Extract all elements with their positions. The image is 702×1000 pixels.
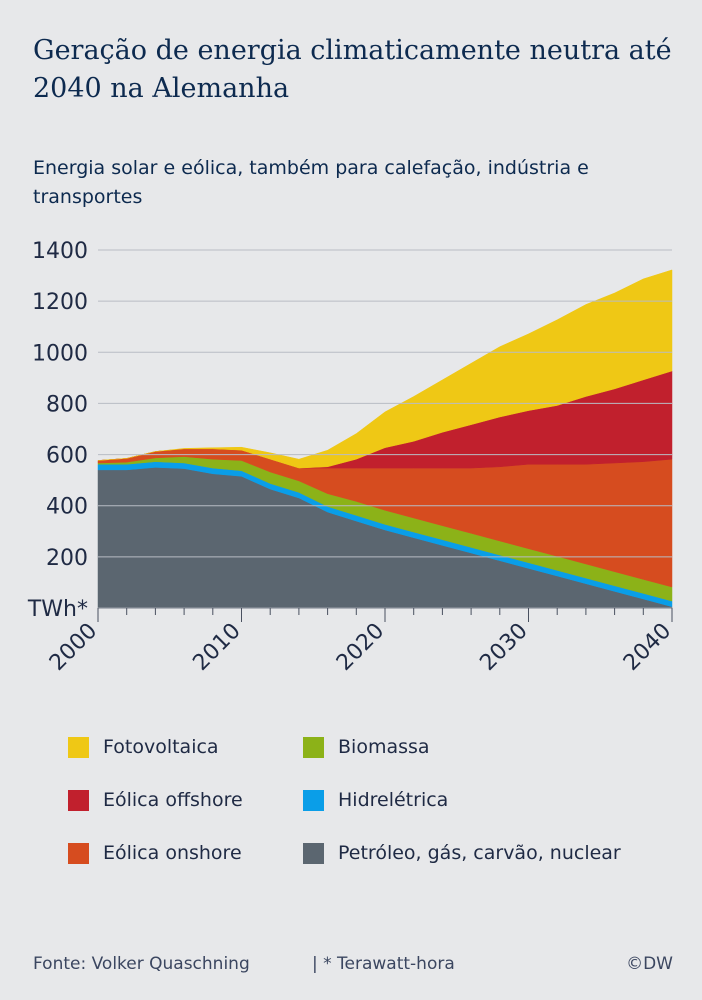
legend-item-fotovoltaica: Fotovoltaica	[68, 733, 219, 761]
legend-label-eolica-offshore: Eólica offshore	[103, 789, 243, 811]
x-tick-label: 2010	[188, 619, 245, 676]
legend-label-fossil-nuclear: Petróleo, gás, carvão, nuclear	[338, 842, 621, 864]
legend-swatch-eolica-offshore	[68, 789, 89, 811]
legend-item-biomassa: Biomassa	[303, 733, 430, 761]
y-axis-unit-label: TWh*	[27, 597, 88, 622]
x-tick-label: 2020	[332, 619, 389, 676]
legend-item-fossil-nuclear: Petróleo, gás, carvão, nuclear	[303, 839, 621, 867]
legend-swatch-hidreletrica	[303, 789, 324, 811]
gridlines	[98, 249, 672, 609]
y-tick-label: 600	[46, 444, 88, 469]
y-tick-label: 1400	[32, 239, 88, 264]
x-tick-label: 2030	[475, 619, 532, 676]
area-fotovoltaica	[97, 269, 673, 469]
legend-label-eolica-onshore: Eólica onshore	[103, 842, 242, 864]
legend-label-fotovoltaica: Fotovoltaica	[103, 736, 219, 758]
stacked-area-chart: 200 400 600 800 1000 1200 1400 TWh* 2000 2010 202…	[27, 239, 676, 676]
legend-swatch-eolica-onshore	[68, 842, 89, 864]
legend-label-hidreletrica: Hidrelétrica	[338, 789, 449, 811]
legend-item-eolica-offshore: Eólica offshore	[68, 786, 243, 814]
y-tick-label: 1000	[32, 341, 88, 366]
y-axis: 200 400 600 800 1000 1200 1400 TWh*	[27, 239, 88, 622]
y-tick-label: 1200	[32, 290, 88, 315]
source-credit: Fonte: Volker Quaschning	[33, 954, 250, 974]
chart-title: Geração de energia climaticamente neutra…	[33, 35, 672, 104]
legend-item-hidreletrica: Hidrelétrica	[303, 786, 448, 814]
legend: Fotovoltaica Biomassa Eólica offshore Hi…	[68, 733, 688, 883]
x-axis: 2000 2010 2020 2030 2040	[45, 608, 676, 676]
y-tick-label: 800	[46, 392, 88, 417]
chart-subtitle: Energia solar e eólica, também para cale…	[33, 157, 589, 208]
plot-area	[97, 269, 673, 609]
x-tick-label: 2000	[45, 619, 102, 676]
y-tick-label: 200	[46, 546, 88, 571]
x-tick-label: 2040	[619, 619, 676, 676]
legend-label-biomassa: Biomassa	[338, 736, 430, 758]
legend-swatch-fossil-nuclear	[303, 842, 324, 864]
legend-item-eolica-onshore: Eólica onshore	[68, 839, 242, 867]
legend-swatch-biomassa	[303, 736, 324, 758]
unit-note: | * Terawatt-hora	[312, 954, 455, 974]
legend-swatch-fotovoltaica	[68, 736, 89, 758]
dw-logo: ©DW	[626, 954, 673, 974]
y-tick-label: 400	[46, 495, 88, 520]
